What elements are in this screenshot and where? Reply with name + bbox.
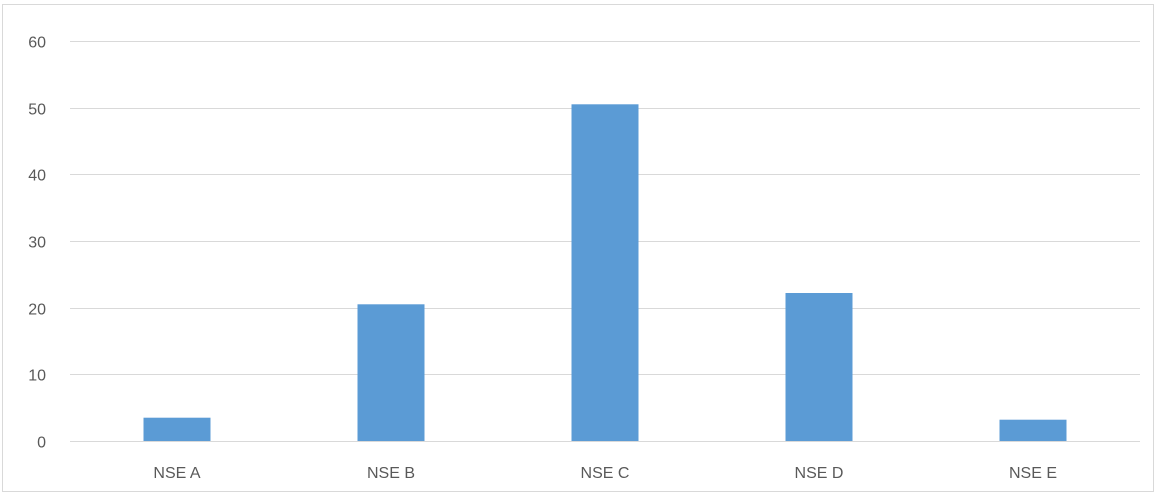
bar-nse-c xyxy=(571,104,639,442)
bar-nse-e xyxy=(999,419,1067,441)
y-axis-tick-labels: 0 10 20 30 40 50 60 xyxy=(28,35,46,452)
y-tick-label: 60 xyxy=(28,35,46,52)
y-tick-label: 30 xyxy=(28,235,46,252)
x-tick-label: NSE C xyxy=(581,465,630,482)
y-tick-label: 40 xyxy=(28,168,46,185)
bars xyxy=(143,104,1067,442)
y-tick-label: 10 xyxy=(28,368,46,385)
x-tick-label: NSE D xyxy=(795,465,844,482)
x-tick-label: NSE B xyxy=(367,465,415,482)
bar-nse-b xyxy=(357,304,425,441)
bar-nse-d xyxy=(785,293,853,441)
x-tick-label: NSE A xyxy=(153,465,200,482)
y-tick-label: 0 xyxy=(37,435,46,452)
bar-nse-a xyxy=(143,417,211,441)
y-tick-label: 20 xyxy=(28,302,46,319)
x-axis-tick-labels: NSE A NSE B NSE C NSE D NSE E xyxy=(153,465,1057,482)
y-tick-label: 50 xyxy=(28,102,46,119)
x-tick-label: NSE E xyxy=(1009,465,1057,482)
